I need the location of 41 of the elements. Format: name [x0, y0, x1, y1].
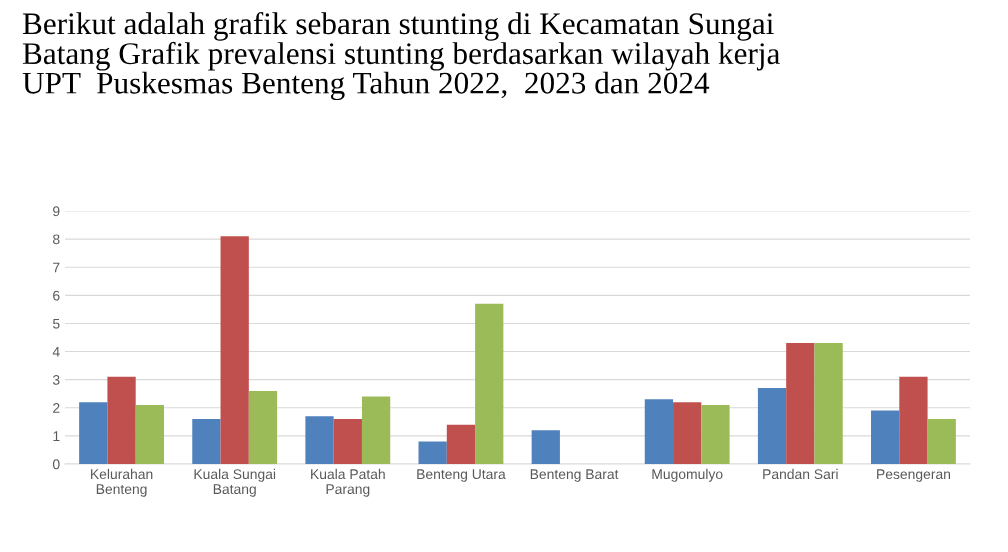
bar	[135, 404, 164, 464]
bar	[107, 376, 136, 464]
x-tick-label: Pesengeran	[877, 469, 950, 482]
bar	[192, 419, 221, 464]
y-tick-label: 2	[53, 403, 60, 413]
y-tick-label: 8	[53, 234, 60, 245]
bar	[644, 399, 674, 464]
x-tick-label: Mugomulyo	[652, 468, 723, 482]
bar	[220, 236, 249, 464]
bar	[673, 402, 702, 464]
y-tick-label: 9	[53, 206, 60, 217]
chart-title: Berikut adalah grafik sebaran stunting di Kecamatan Sungai Batang Grafik prevalensi stunting berdasarkan wilayah kerja UPT Puskesmas Benteng Tahun 2022, 2023 dan 2024	[22, 12, 780, 101]
bar	[475, 303, 504, 464]
bar	[899, 376, 928, 464]
x-tick-label: Benteng Utara	[417, 469, 506, 482]
x-tick-label: Benteng Barat	[530, 469, 619, 482]
x-tick-label: Kelurahan Benteng	[91, 468, 153, 497]
bar	[333, 419, 362, 464]
y-tick-label: 3	[52, 375, 60, 385]
y-tick-label: 6	[53, 290, 60, 301]
x-tick-label: Kuala Patah Parang	[311, 468, 385, 497]
bar	[79, 402, 108, 464]
y-tick-label: 4	[52, 347, 60, 357]
y-tick-label: 5	[52, 318, 60, 329]
bar	[248, 390, 278, 464]
bar	[757, 388, 787, 464]
y-tick-label: 7	[53, 262, 60, 273]
bar	[531, 430, 560, 464]
bar	[361, 396, 391, 464]
bar	[814, 343, 843, 464]
bar	[701, 404, 730, 464]
y-tick-label: 1	[53, 431, 60, 441]
y-tick-label: 0	[52, 459, 60, 470]
bar	[305, 416, 334, 464]
x-tick-label: Pandan Sari	[763, 468, 838, 480]
bar	[786, 343, 815, 464]
x-tick-label: Kuala Sungai Batang	[194, 468, 276, 497]
bar	[871, 410, 900, 464]
bar	[927, 419, 956, 464]
bar	[446, 424, 476, 464]
bar	[418, 441, 447, 464]
